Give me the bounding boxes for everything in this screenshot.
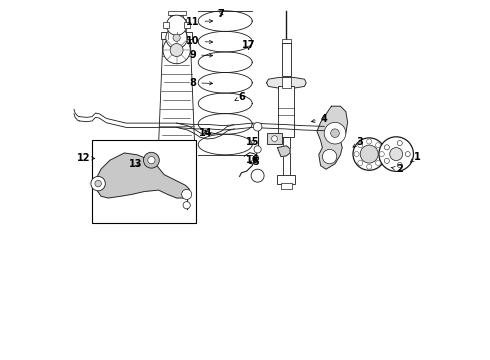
Text: 6: 6 <box>235 92 245 102</box>
Text: 8: 8 <box>189 78 213 88</box>
Bar <box>277 175 295 184</box>
Circle shape <box>390 148 403 161</box>
Text: 14: 14 <box>198 128 212 138</box>
Text: 12: 12 <box>77 153 95 163</box>
Bar <box>282 77 291 88</box>
Bar <box>283 137 290 176</box>
Text: 7: 7 <box>217 9 224 19</box>
Circle shape <box>322 149 337 164</box>
Polygon shape <box>317 106 347 169</box>
Circle shape <box>384 145 390 150</box>
Text: 10: 10 <box>186 36 213 46</box>
Circle shape <box>91 176 105 191</box>
Circle shape <box>397 162 402 167</box>
Circle shape <box>170 44 183 57</box>
Bar <box>278 86 294 137</box>
Circle shape <box>148 157 155 164</box>
Circle shape <box>354 152 359 157</box>
Circle shape <box>253 122 262 131</box>
Circle shape <box>331 129 339 138</box>
Circle shape <box>379 152 384 157</box>
Text: 16: 16 <box>245 155 259 165</box>
Circle shape <box>397 141 402 146</box>
Circle shape <box>405 152 410 157</box>
Text: 15: 15 <box>245 137 259 147</box>
Circle shape <box>182 189 192 199</box>
Circle shape <box>376 143 381 148</box>
Polygon shape <box>267 77 306 88</box>
Circle shape <box>163 36 190 64</box>
Circle shape <box>95 180 101 187</box>
Text: 13: 13 <box>128 159 142 169</box>
Circle shape <box>324 122 346 144</box>
Text: 3: 3 <box>353 137 364 147</box>
Circle shape <box>183 202 190 209</box>
Circle shape <box>167 15 187 35</box>
Circle shape <box>353 138 386 170</box>
Circle shape <box>358 161 363 166</box>
Text: 1: 1 <box>411 152 420 162</box>
Bar <box>92 140 196 223</box>
Circle shape <box>360 145 378 163</box>
Bar <box>162 32 192 39</box>
Circle shape <box>367 139 372 144</box>
Circle shape <box>384 158 390 163</box>
Circle shape <box>166 27 187 49</box>
Text: 2: 2 <box>391 164 403 174</box>
Bar <box>184 22 190 28</box>
Polygon shape <box>98 153 189 198</box>
Bar <box>168 28 186 32</box>
Text: 9: 9 <box>190 50 213 60</box>
Bar <box>163 22 170 28</box>
Text: 4: 4 <box>312 114 328 124</box>
Circle shape <box>367 164 372 169</box>
Circle shape <box>173 34 180 41</box>
Circle shape <box>376 161 381 166</box>
Bar <box>168 11 186 15</box>
Bar <box>282 43 291 76</box>
Text: 11: 11 <box>186 17 213 27</box>
Bar <box>170 24 183 28</box>
Bar <box>170 15 183 19</box>
Circle shape <box>144 152 159 168</box>
Circle shape <box>358 143 363 148</box>
Circle shape <box>271 136 277 141</box>
Text: 5: 5 <box>248 157 259 167</box>
Circle shape <box>379 137 414 171</box>
Circle shape <box>254 146 261 153</box>
Polygon shape <box>277 146 290 157</box>
Bar <box>281 183 292 189</box>
Bar <box>168 19 186 24</box>
Bar <box>282 39 291 43</box>
Bar <box>267 133 282 144</box>
Circle shape <box>251 169 264 182</box>
Text: 17: 17 <box>242 40 255 50</box>
